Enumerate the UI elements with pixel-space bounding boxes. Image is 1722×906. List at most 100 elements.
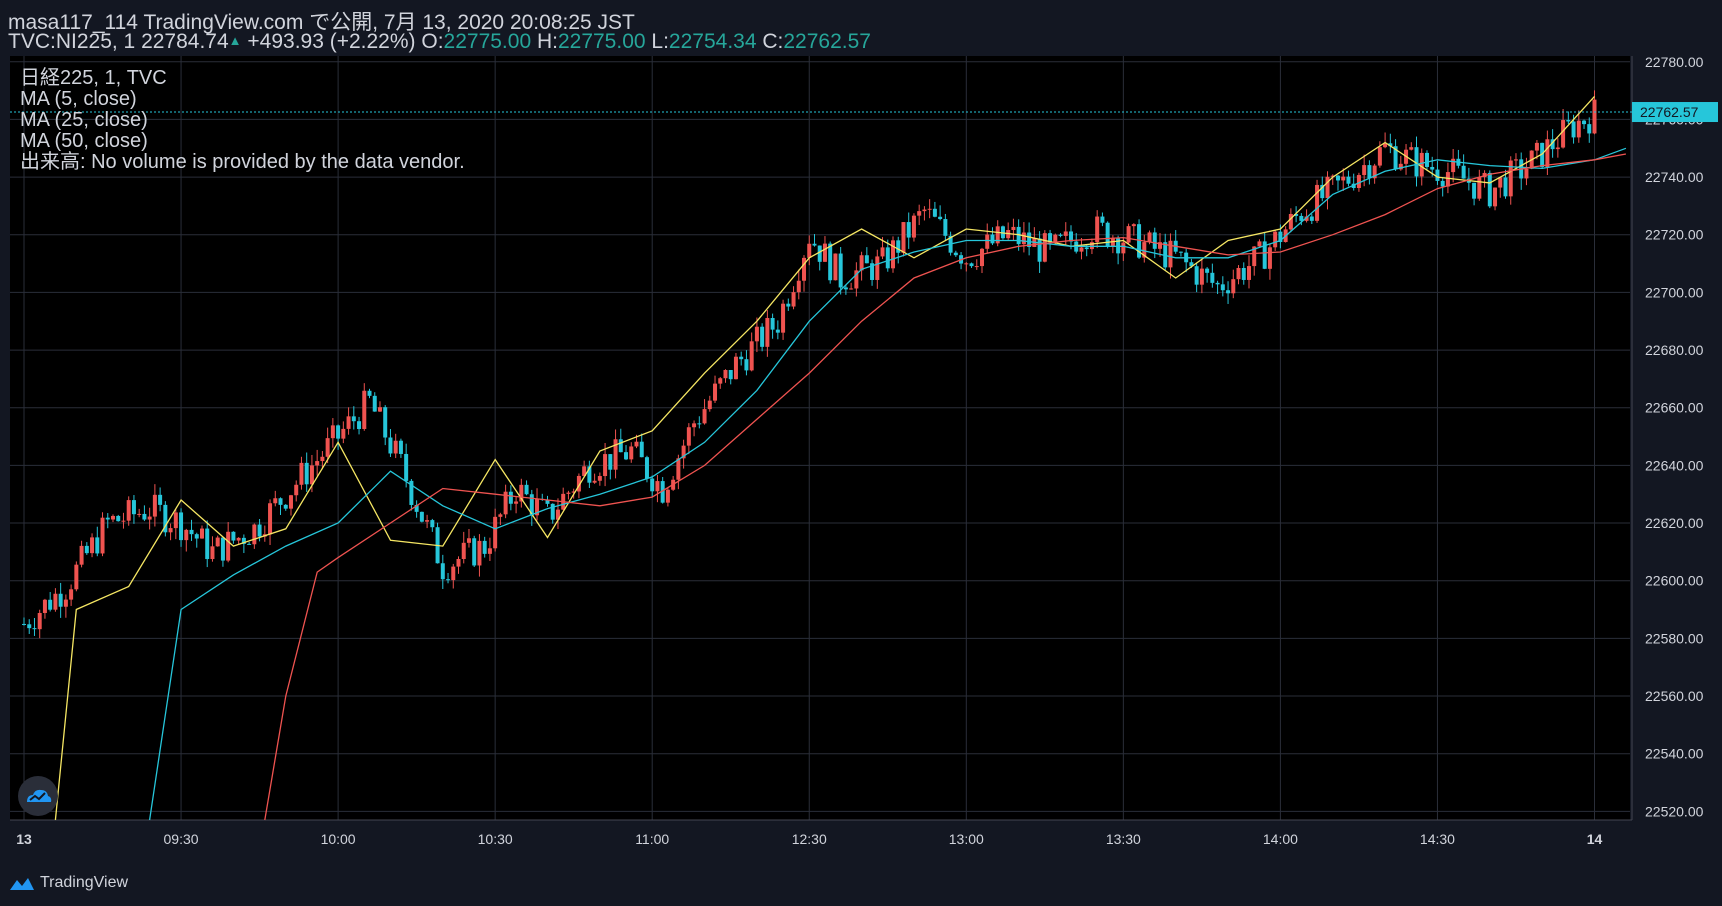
candle-body [692,423,697,428]
candle-body [639,441,644,458]
candle-body [1513,159,1518,161]
candle-body [650,478,655,492]
candle-body [843,287,848,290]
candle-body [1236,267,1241,280]
candle-body [770,318,775,330]
candle-body [1472,182,1477,199]
candle-body [451,566,456,581]
candle-body [137,513,142,515]
candle-body [341,428,346,439]
candle-body [1000,226,1005,239]
candle-body [184,529,189,541]
price-chart[interactable]: 22520.00 22540.00 22560.00 22580.00 22600.00… [0,56,1722,862]
candle-body [524,484,529,495]
candle-body [1576,120,1581,138]
legend-volume[interactable]: 出来高: No volume is provided by the data v… [20,151,465,173]
candle-body [812,243,817,246]
candle-body [566,492,571,494]
close-label: C: [762,30,784,53]
candle-body [1315,184,1320,221]
candle-body [1089,242,1094,250]
candle-body [702,409,707,424]
candle-body [1372,165,1377,179]
price-change: +493.93 (+2.22%) [247,30,416,53]
candle-body [608,454,613,470]
candle-body [404,453,409,481]
candle-body [791,292,796,307]
candle-body [487,548,492,554]
candle-body [1561,120,1566,148]
candle-body [1346,176,1351,184]
legend-series-title[interactable]: 日経225, 1, TVC [20,67,167,89]
candle-body [828,243,833,281]
candle-body [1100,216,1105,223]
candle-body [1503,177,1508,197]
y-tick-label: 22720.00 [1645,227,1704,243]
low-value: 22754.34 [668,30,757,53]
candle-body [1288,213,1293,230]
legend-ma5[interactable]: MA (5, close) [20,88,137,110]
candle-body [179,512,184,541]
ma-line-25 [148,147,1627,821]
candle-body [859,255,864,271]
candle-body [1524,168,1529,179]
candle-body [48,599,53,610]
candle-body [922,209,927,212]
candle-body [1451,158,1456,173]
up-arrow-icon: ▲ [228,33,242,48]
candle-body [1278,231,1283,243]
candle-body [880,247,885,257]
candle-body [980,248,985,267]
candle-body [414,504,419,512]
x-tick-label: 10:30 [478,831,513,847]
candle-body [927,208,932,210]
y-tick-label: 22600.00 [1645,573,1704,589]
candle-body [1016,226,1021,245]
brand-name[interactable]: TradingView [40,874,129,891]
candle-body [969,263,974,267]
candle-body [519,484,524,502]
candle-body [1246,266,1251,280]
last-price: 22784.74 [141,30,229,53]
candle-body [110,515,115,520]
candle-body [1424,152,1429,167]
candle-body [100,517,105,554]
candle-body [1131,224,1136,227]
y-tick-label: 22700.00 [1645,284,1704,300]
candle-body [1058,234,1063,236]
x-tick-label: 13:00 [949,831,984,847]
candle-body [199,528,204,539]
x-tick-label: 14:30 [1420,831,1455,847]
candle-body [466,538,471,543]
candle-body [1037,238,1042,262]
low-label: L: [651,30,669,53]
candle-body [802,257,807,281]
candle-body [1084,247,1089,250]
candle-body [875,256,880,280]
candle-body [1388,143,1393,147]
y-tick-label: 22740.00 [1645,169,1704,185]
legend-ma25[interactable]: MA (25, close) [20,109,148,131]
candle-body [1498,177,1503,188]
candle-body [1226,290,1231,294]
candle-body [1137,224,1142,258]
candle-body [713,383,718,401]
candle-body [749,341,754,371]
candle-body [336,425,341,439]
candle-body [1267,247,1272,269]
candle-body [357,421,362,430]
candle-body [1445,172,1450,187]
tradingview-cloud-icon[interactable] [18,776,58,816]
candle-body [1241,267,1246,280]
candle-body [173,512,178,529]
candle-body [1493,187,1498,207]
candle-body [676,458,681,480]
legend-ma50[interactable]: MA (50, close) [20,130,148,152]
y-tick-label: 22680.00 [1645,342,1704,358]
candle-body [817,245,822,262]
candle-body [383,407,388,438]
candle-body [629,446,634,460]
candle-body [498,514,503,517]
candle-body [446,579,451,581]
candle-body [320,456,325,462]
